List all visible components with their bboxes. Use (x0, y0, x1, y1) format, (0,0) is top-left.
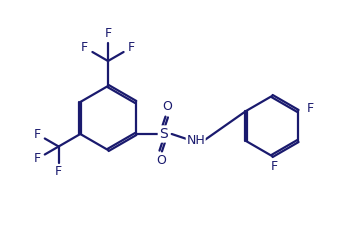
Text: F: F (33, 152, 41, 165)
Text: NH: NH (186, 134, 205, 147)
Text: F: F (128, 41, 135, 54)
Text: F: F (306, 102, 314, 115)
Text: F: F (270, 160, 278, 173)
Text: F: F (104, 28, 112, 41)
Text: F: F (55, 165, 62, 178)
Text: F: F (33, 127, 41, 140)
Text: O: O (156, 155, 166, 168)
Text: S: S (159, 127, 168, 141)
Text: F: F (81, 41, 88, 54)
Text: O: O (162, 101, 172, 114)
